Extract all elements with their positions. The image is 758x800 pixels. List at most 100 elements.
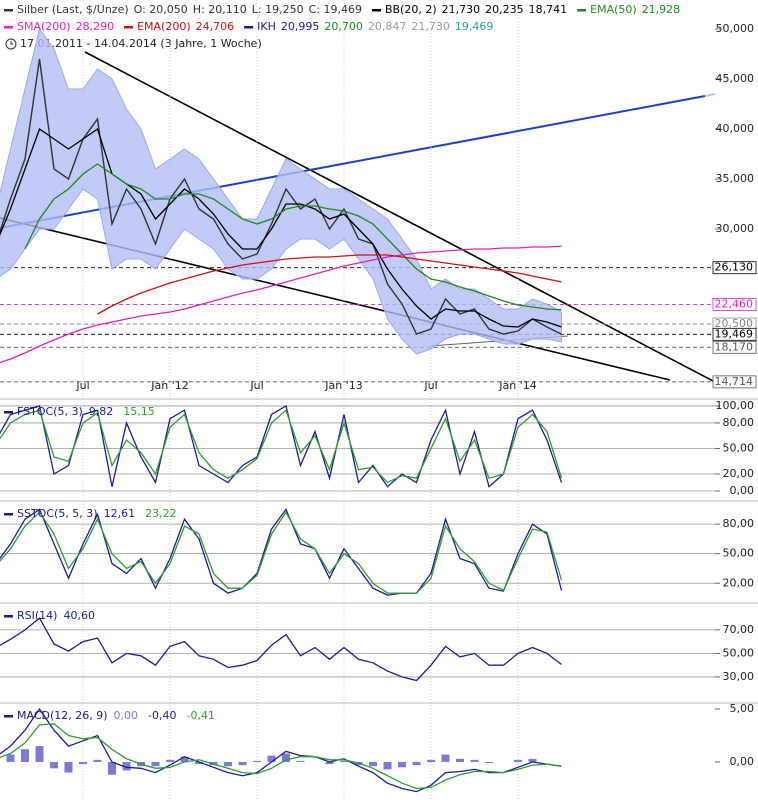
y-tick-label: 30,00 (723, 670, 755, 683)
trend-extension (704, 93, 715, 97)
legend-readout: 40,60 (63, 609, 95, 622)
legend-readout: 28,290 (76, 20, 115, 33)
histogram-bar (485, 761, 493, 764)
legend-readout: 20,700 (324, 20, 363, 33)
legend-readout: 24,706 (196, 20, 235, 33)
panel (0, 508, 715, 596)
y-tick-label: 45,000 (716, 72, 755, 85)
histogram-bar (514, 759, 522, 762)
legend-marker (4, 411, 13, 414)
y-tick-label: 50,00 (723, 646, 755, 659)
series-line (0, 404, 563, 488)
panel (0, 617, 715, 682)
histogram-bar (325, 761, 334, 765)
panel-title: MACD(12, 26, 9) (17, 709, 108, 722)
legend-marker (244, 26, 254, 29)
y-tick-label: 80,00 (723, 517, 755, 530)
histogram-bar (456, 758, 464, 762)
legend-name: Silber (Last, $/Unze) (17, 3, 129, 16)
histogram-bar (21, 749, 29, 762)
y-tick-label: 20,00 (723, 576, 755, 589)
histogram-bar (180, 756, 189, 762)
legend-readout: H: 20,110 (193, 3, 247, 16)
histogram-bar (122, 761, 131, 771)
legend-readout: L: 19,250 (252, 3, 304, 16)
series-line (0, 511, 563, 594)
level-box (712, 375, 757, 389)
clock-icon (5, 38, 17, 50)
series-line (0, 127, 562, 328)
legend-readout: -0,40 (148, 709, 176, 722)
level-box (712, 340, 757, 354)
histogram-bar (398, 761, 406, 768)
legend-marker (4, 26, 13, 29)
clock-hands (10, 41, 13, 45)
panel-title: RSI(14) (17, 609, 57, 622)
series-line (0, 508, 563, 596)
panel (0, 707, 562, 793)
histogram-bar (427, 759, 435, 762)
histogram-bar (79, 761, 87, 765)
x-tick-label: Jan '12 (150, 379, 188, 392)
legend-marker (577, 9, 587, 12)
x-tick-label: Jul (249, 379, 263, 392)
level-label: 22,460 (715, 297, 754, 310)
legend-marker (4, 715, 13, 718)
legend-marker (124, 26, 134, 29)
histogram-bar (151, 761, 160, 767)
histogram-bar (441, 754, 450, 762)
level-box (712, 261, 757, 275)
legend-readout: 12,61 (104, 507, 136, 520)
legend-name: EMA(50) (590, 3, 637, 16)
level-label: 19,469 (715, 327, 754, 340)
histogram-bar (93, 759, 102, 762)
legend-readout: 18,741 (529, 3, 568, 16)
series-line (97, 254, 562, 315)
series-line (24, 163, 562, 311)
legend-readout: 0,00 (114, 709, 139, 722)
y-tick-label: 0,00 (730, 755, 755, 768)
level-label: 26,130 (715, 261, 754, 274)
y-tick-label: 100,00 (716, 399, 755, 412)
legend-readout: 15,15 (123, 405, 155, 418)
panel (0, 404, 715, 492)
y-tick-label: 0,00 (730, 484, 755, 497)
legend-readout: 19,469 (455, 20, 494, 33)
series-line (0, 723, 562, 790)
legend-readout: 20,847 (368, 20, 407, 33)
histogram-bar (253, 760, 261, 762)
histogram-bar (282, 753, 290, 762)
histogram-bar (412, 761, 421, 766)
y-tick-label: 50,000 (716, 22, 755, 35)
x-tick-label: Jan '14 (498, 379, 536, 392)
histogram-bar (195, 761, 203, 765)
panel-title: SSTOC(5, 5, 3) (17, 507, 98, 520)
legend-name: IKH (257, 20, 276, 33)
histogram-bar (64, 761, 73, 773)
x-tick-label: Jul (75, 379, 89, 392)
legend-readout: 23,22 (145, 507, 177, 520)
y-tick-label: 50,00 (723, 441, 755, 454)
x-tick-label: Jan '13 (324, 379, 362, 392)
legend-readout: -0,41 (187, 709, 215, 722)
histogram-bar (296, 760, 305, 762)
y-tick-label: 50,00 (723, 547, 755, 560)
legend-readout: 20,235 (485, 3, 524, 16)
date-range: 17.01.2011 - 14.04.2014 (3 Jahre, 1 Woch… (20, 37, 262, 50)
level-label: 14,714 (715, 375, 754, 388)
legend-readout: 21,928 (642, 3, 681, 16)
panel (0, 27, 715, 383)
trend-line (84, 51, 715, 383)
panel-title: FSTOC(5, 3) (17, 405, 83, 418)
x-tick-label: Jul (423, 379, 437, 392)
y-tick-label: 80,00 (723, 416, 755, 429)
histogram-bar (528, 758, 537, 762)
legend-readout: O: 20,050 (134, 3, 188, 16)
histogram-bar (340, 760, 348, 762)
legend-readout: 20,995 (281, 20, 320, 33)
level-box (712, 327, 757, 341)
series-line (0, 617, 562, 682)
y-tick-label: 40,000 (716, 122, 755, 135)
histogram-bar (267, 755, 276, 762)
